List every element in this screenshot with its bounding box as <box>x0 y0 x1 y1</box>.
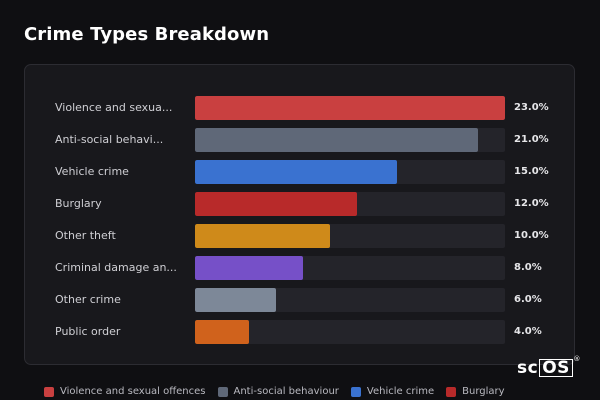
legend-label: Violence and sexual offences <box>60 386 206 397</box>
bar-row: Criminal damage an... 8.0% <box>25 256 574 280</box>
legend-swatch <box>217 386 228 397</box>
value-label: 21.0% <box>514 134 549 145</box>
bar[interactable] <box>195 160 397 184</box>
category-label: Other theft <box>55 229 116 242</box>
bar[interactable] <box>195 96 505 120</box>
value-label: 6.0% <box>514 294 542 305</box>
bar-row: Violence and sexua... 23.0% <box>25 96 574 120</box>
bar-track <box>195 96 505 120</box>
category-label: Other crime <box>55 293 121 306</box>
legend-item[interactable]: Anti-social behaviour <box>217 386 339 397</box>
brand-logo-text: sc <box>517 358 539 378</box>
bar-row: Public order 4.0% <box>25 320 574 344</box>
category-label: Vehicle crime <box>55 165 129 178</box>
category-label: Burglary <box>55 197 102 210</box>
brand-logo: sc OS ® <box>517 355 580 378</box>
category-label: Public order <box>55 325 121 338</box>
legend-swatch <box>350 386 361 397</box>
legend-swatch <box>44 386 54 397</box>
bar-track <box>195 320 505 344</box>
bar[interactable] <box>195 224 330 248</box>
category-label: Violence and sexua... <box>55 101 173 114</box>
brand-logo-box: OS <box>539 359 573 377</box>
registered-mark-icon: ® <box>573 355 581 363</box>
legend-item[interactable]: Violence and sexual offences <box>44 386 206 397</box>
bar-row: Anti-social behavi... 21.0% <box>25 128 574 152</box>
bar-row: Other crime 6.0% <box>25 288 574 312</box>
bar-track <box>195 192 505 216</box>
bar[interactable] <box>195 288 276 312</box>
category-label: Criminal damage an... <box>55 261 177 274</box>
bar[interactable] <box>195 192 357 216</box>
value-label: 12.0% <box>514 198 549 209</box>
value-label: 10.0% <box>514 230 549 241</box>
legend-label: Vehicle crime <box>366 386 435 397</box>
value-label: 15.0% <box>514 166 549 177</box>
bar[interactable] <box>195 320 249 344</box>
legend-swatch <box>446 386 457 397</box>
bar-track <box>195 160 505 184</box>
bar-track <box>195 288 505 312</box>
chart-legend: Violence and sexual offences Anti-social … <box>44 386 505 397</box>
value-label: 8.0% <box>514 262 542 273</box>
bar-track <box>195 224 505 248</box>
legend-item[interactable]: Vehicle crime <box>350 386 435 397</box>
bar-row: Vehicle crime 15.0% <box>25 160 574 184</box>
bar-row: Other theft 10.0% <box>25 224 574 248</box>
value-label: 4.0% <box>514 326 542 337</box>
bar[interactable] <box>195 256 303 280</box>
value-label: 23.0% <box>514 102 549 113</box>
legend-label: Anti-social behaviour <box>233 386 339 397</box>
legend-label: Burglary <box>462 386 505 397</box>
bar-track <box>195 256 505 280</box>
chart-title: Crime Types Breakdown <box>24 24 270 45</box>
bar[interactable] <box>195 128 478 152</box>
chart-panel: Violence and sexua... 23.0% Anti-social be… <box>24 64 575 365</box>
legend-item[interactable]: Burglary <box>446 386 505 397</box>
bar-track <box>195 128 505 152</box>
category-label: Anti-social behavi... <box>55 133 164 146</box>
bar-row: Burglary 12.0% <box>25 192 574 216</box>
